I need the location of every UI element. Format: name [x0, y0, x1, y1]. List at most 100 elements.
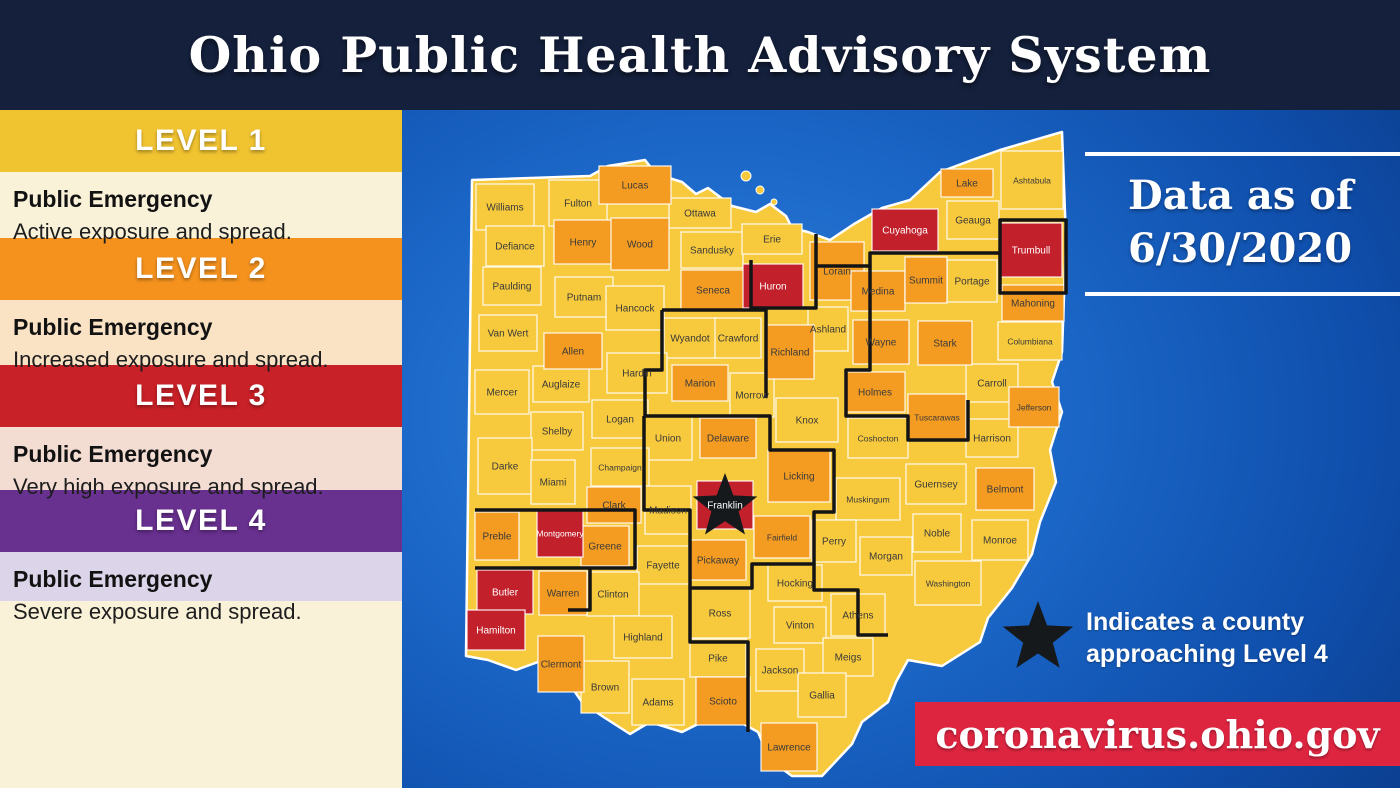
level-3-header: LEVEL 3: [0, 365, 402, 427]
county-wood: [610, 217, 670, 271]
star-legend-line1: Indicates a county: [1086, 608, 1305, 636]
ohio-county-map: Williams Fulton Lucas Ottawa Defiance Henry Wo…: [464, 130, 1068, 778]
star-legend-text: Indicates a county approaching Level 4: [1086, 606, 1328, 670]
county-label-ottawa: Ottawa: [684, 209, 716, 220]
region-border: [816, 251, 1000, 268]
level-1-description: Active exposure and spread.: [13, 219, 292, 244]
county-belmont: [975, 467, 1035, 511]
county-greene: [580, 525, 630, 567]
level-1-heading: Public Emergency: [13, 186, 213, 212]
county-label-champaign: Champaign: [598, 463, 642, 473]
county-geauga: [946, 200, 1000, 240]
county-lawrence: [760, 722, 818, 772]
county-clark: [586, 486, 642, 524]
county-label-sandusky: Sandusky: [690, 246, 734, 257]
star-legend-line2: approaching Level 4: [1086, 640, 1328, 668]
county-label-lucas: Lucas: [622, 181, 649, 192]
county-label-van-wert: Van Wert: [488, 329, 529, 340]
region-border: [643, 310, 664, 416]
county-sandusky: [680, 231, 744, 269]
level-2-section: LEVEL 2 Public Emergency Increased expos…: [0, 238, 402, 372]
panel-top-rule: [1085, 152, 1400, 156]
county-warren: [538, 570, 588, 616]
county-label-lawrence: Lawrence: [767, 743, 811, 754]
page-title: Ohio Public Health Advisory System: [188, 26, 1212, 84]
county-label-auglaize: Auglaize: [542, 380, 581, 391]
county-label-hardin: Hardin: [622, 369, 651, 380]
county-wayne: [852, 319, 910, 365]
county-label-delaware: Delaware: [707, 434, 750, 445]
county-ross: [689, 587, 751, 639]
level-2-description: Increased exposure and spread.: [13, 347, 329, 372]
county-label-darke: Darke: [492, 462, 519, 473]
county-label-butler: Butler: [492, 588, 519, 599]
data-as-of-text: Data as of 6/30/2020: [1128, 170, 1353, 276]
county-label-madison: Madison: [649, 506, 687, 517]
data-as-of-line2: 6/30/2020: [1128, 224, 1353, 272]
county-label-fayette: Fayette: [646, 561, 680, 572]
county-pickaway: [689, 539, 747, 581]
county-darke: [477, 437, 533, 495]
star-legend: Indicates a county approaching Level 4: [998, 598, 1328, 678]
level-2-heading: Public Emergency: [13, 314, 213, 340]
county-marion: [671, 364, 729, 402]
advisory-levels-sidebar: LEVEL 1 Public Emergency Active exposure…: [0, 110, 402, 788]
level-4-header: LEVEL 4: [0, 490, 402, 552]
county-medina: [850, 270, 906, 312]
county-label-montgomery: Montgomery: [536, 529, 584, 539]
county-label-wood: Wood: [627, 240, 653, 251]
county-label-harrison: Harrison: [973, 434, 1011, 445]
region-border: [844, 266, 970, 442]
county-label-wayne: Wayne: [866, 338, 897, 349]
county-cuyahoga: [871, 208, 939, 252]
county-label-morgan: Morgan: [869, 552, 903, 563]
county-label-belmont: Belmont: [987, 485, 1024, 496]
footer-banner: coronavirus.ohio.gov: [915, 702, 1400, 766]
county-hamilton: [466, 609, 526, 651]
county-logan: [591, 399, 649, 439]
county-ashtabula: [1000, 150, 1064, 210]
county-label-mercer: Mercer: [486, 388, 518, 399]
county-label-cuyahoga: Cuyahoga: [882, 226, 928, 237]
level-1-section: LEVEL 1 Public Emergency Active exposure…: [0, 110, 402, 244]
county-label-marion: Marion: [685, 379, 716, 390]
region-border: [688, 588, 750, 732]
county-clinton: [586, 571, 640, 617]
county-label-putnam: Putnam: [567, 293, 601, 304]
county-champaign: [590, 447, 650, 487]
county-label-adams: Adams: [642, 698, 673, 709]
county-label-ross: Ross: [709, 609, 732, 620]
county-mahoning: [1001, 284, 1065, 322]
county-label-fairfield: Fairfield: [767, 533, 798, 543]
county-van-wert: [478, 314, 538, 352]
data-as-of-line1: Data as of: [1128, 172, 1354, 219]
county-label-miami: Miami: [540, 478, 567, 489]
county-meigs: [822, 637, 874, 677]
lake-erie-island: [740, 170, 752, 182]
county-label-monroe: Monroe: [983, 536, 1017, 547]
county-label-jefferson: Jefferson: [1017, 403, 1052, 413]
county-label-meigs: Meigs: [835, 653, 862, 664]
county-richland: [765, 324, 815, 380]
level-3-section: LEVEL 3 Public Emergency Very high expos…: [0, 365, 402, 499]
county-label-union: Union: [655, 434, 681, 445]
county-brown: [580, 660, 630, 714]
lake-erie-island: [755, 185, 765, 195]
county-label-williams: Williams: [486, 203, 523, 214]
county-preble: [474, 511, 520, 561]
level-4-description: Severe exposure and spread.: [13, 599, 302, 624]
county-label-huron: Huron: [759, 282, 786, 293]
county-muskingum: [835, 477, 901, 521]
approaching-level4-star-icon: [692, 473, 758, 535]
county-trumbull: [999, 222, 1063, 278]
county-perry: [811, 519, 857, 563]
level-1-label: LEVEL 1: [135, 124, 267, 157]
county-defiance: [485, 225, 545, 267]
county-label-warren: Warren: [547, 589, 579, 600]
county-label-muskingum: Muskingum: [846, 495, 889, 505]
county-fulton: [548, 179, 608, 227]
county-label-perry: Perry: [822, 537, 846, 548]
county-label-geauga: Geauga: [955, 216, 991, 227]
level-4-label: LEVEL 4: [135, 504, 267, 537]
county-noble: [912, 513, 962, 553]
